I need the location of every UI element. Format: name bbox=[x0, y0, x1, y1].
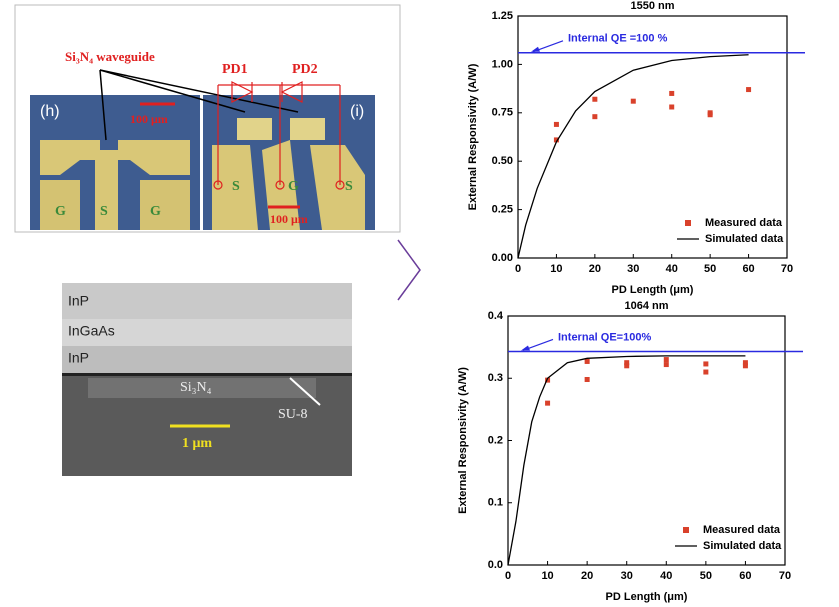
micrograph: Si₃N₄ waveguide (h) (i) PD1 PD2 100 μm 1… bbox=[15, 5, 400, 232]
y-tick-label: 1.25 bbox=[492, 10, 513, 22]
core-label: Si₃N₄ bbox=[180, 380, 212, 395]
x-tick-label: 30 bbox=[621, 570, 633, 582]
figure: Si₃N₄ waveguide (h) (i) PD1 PD2 100 μm 1… bbox=[0, 0, 839, 607]
pd-label: PD1 bbox=[222, 62, 248, 77]
x-tick-label: 10 bbox=[541, 570, 553, 582]
y-tick-label: 0.50 bbox=[492, 155, 513, 167]
data-point bbox=[664, 362, 669, 367]
interface bbox=[62, 373, 352, 376]
x-tick-label: 0 bbox=[505, 570, 511, 582]
y-tick-label: 1.00 bbox=[492, 58, 513, 70]
x-tick-label: 20 bbox=[589, 263, 601, 275]
y-tick-label: 0.2 bbox=[488, 434, 503, 446]
sem-image: InP InGaAs InP Si₃N₄ SU-8 1 μm bbox=[62, 283, 352, 476]
pad-label: S bbox=[232, 179, 240, 194]
layer bbox=[62, 283, 352, 319]
y-tick-label: 0.25 bbox=[492, 204, 513, 216]
pad-label: G bbox=[288, 179, 299, 194]
legend-label: Measured data bbox=[703, 524, 781, 536]
chart-title: 1550 nm bbox=[630, 0, 674, 12]
legend-label: Simulated data bbox=[705, 233, 784, 245]
layer-label: InP bbox=[68, 350, 89, 366]
data-point bbox=[631, 99, 636, 104]
y-axis-label: External Responsivity (A/W) bbox=[457, 367, 469, 514]
data-point bbox=[669, 91, 674, 96]
cladding-label: SU-8 bbox=[278, 407, 308, 422]
y-tick-label: 0.00 bbox=[492, 252, 513, 264]
layer bbox=[62, 346, 352, 373]
y-tick-label: 0.1 bbox=[488, 497, 503, 509]
pd-label: PD2 bbox=[292, 62, 318, 77]
scale-label: 1 μm bbox=[182, 436, 212, 451]
data-point bbox=[743, 363, 748, 368]
x-axis-label: PD Length (μm) bbox=[606, 591, 688, 603]
data-point bbox=[703, 361, 708, 366]
x-tick-label: 20 bbox=[581, 570, 593, 582]
panel-label: (i) bbox=[350, 103, 364, 120]
arrow bbox=[398, 240, 420, 300]
x-tick-label: 40 bbox=[666, 263, 678, 275]
y-tick-label: 0.0 bbox=[488, 559, 503, 571]
legend-label: Simulated data bbox=[703, 540, 782, 552]
scale-label: 100 μm bbox=[130, 112, 168, 126]
legend-marker bbox=[685, 220, 691, 226]
data-point bbox=[664, 357, 669, 362]
data-point bbox=[592, 114, 597, 119]
x-tick-label: 0 bbox=[515, 263, 521, 275]
x-tick-label: 50 bbox=[704, 263, 716, 275]
data-point bbox=[554, 122, 559, 127]
x-tick-label: 60 bbox=[739, 570, 751, 582]
data-point bbox=[708, 112, 713, 117]
data-point bbox=[703, 370, 708, 375]
legend-marker bbox=[683, 527, 689, 533]
pd-pad bbox=[290, 118, 325, 140]
pad-label: S bbox=[100, 204, 108, 219]
data-point bbox=[585, 359, 590, 364]
pd-pad bbox=[237, 118, 272, 140]
pad-label: S bbox=[345, 179, 353, 194]
x-tick-label: 70 bbox=[781, 263, 793, 275]
y-tick-label: 0.3 bbox=[488, 372, 503, 384]
waveguide-label: Si₃N₄ waveguide bbox=[65, 49, 155, 64]
data-point bbox=[624, 363, 629, 368]
x-tick-label: 10 bbox=[550, 263, 562, 275]
annotation: Internal QE=100% bbox=[558, 331, 651, 343]
x-tick-label: 40 bbox=[660, 570, 672, 582]
pad-label: G bbox=[55, 204, 66, 219]
data-point bbox=[746, 87, 751, 92]
y-axis-label: External Responsivity (A/W) bbox=[467, 63, 479, 210]
x-tick-label: 30 bbox=[627, 263, 639, 275]
pad bbox=[140, 180, 190, 230]
layer-label: InGaAs bbox=[68, 323, 115, 339]
legend-label: Measured data bbox=[705, 217, 783, 229]
pad-label: G bbox=[150, 204, 161, 219]
annotation: Internal QE =100 % bbox=[568, 33, 668, 45]
x-tick-label: 70 bbox=[779, 570, 791, 582]
panel-label: (h) bbox=[40, 103, 60, 120]
layer-label: InP bbox=[68, 293, 89, 309]
y-tick-label: 0.4 bbox=[488, 310, 504, 322]
data-point bbox=[592, 97, 597, 102]
scale-label: 100 μm bbox=[270, 212, 308, 226]
x-tick-label: 60 bbox=[742, 263, 754, 275]
chart-title: 1064 nm bbox=[624, 300, 668, 312]
x-axis-label: PD Length (μm) bbox=[612, 284, 694, 296]
y-tick-label: 0.75 bbox=[492, 107, 513, 119]
data-point bbox=[545, 401, 550, 406]
data-point bbox=[669, 104, 674, 109]
x-tick-label: 50 bbox=[700, 570, 712, 582]
data-point bbox=[585, 377, 590, 382]
